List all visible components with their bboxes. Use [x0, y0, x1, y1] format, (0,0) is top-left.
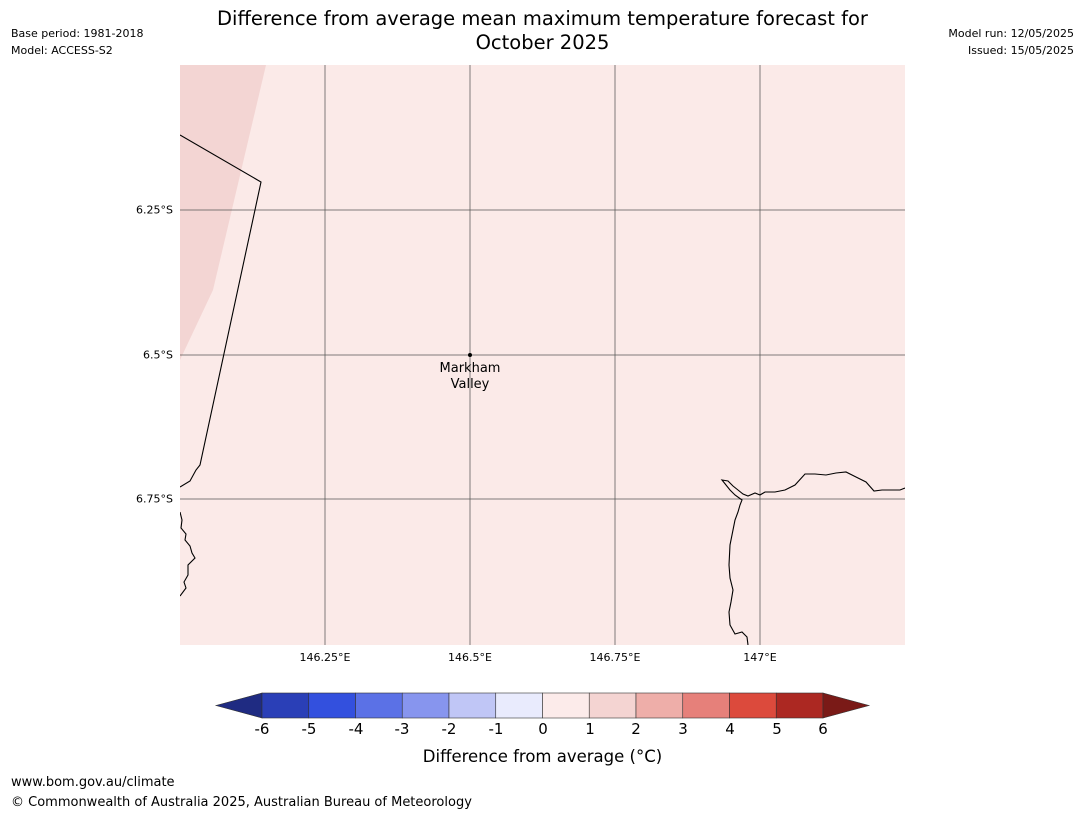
colorbar-label: Difference from average (°C) — [422, 747, 663, 766]
colorbar-tick: 2 — [631, 720, 641, 738]
colorbar-segment — [448, 692, 497, 719]
colorbar-tick: -4 — [348, 720, 364, 738]
colorbar-segment — [682, 692, 730, 719]
colorbar-segment — [401, 692, 450, 719]
colorbar-segment — [775, 692, 824, 719]
place-label-line2: Valley — [451, 377, 490, 392]
lat-tick-6-25: 6.25°S — [136, 203, 173, 217]
colorbar-tick: -1 — [488, 720, 504, 738]
colorbar-tick: 0 — [538, 720, 548, 738]
colorbar-segment — [261, 692, 310, 719]
model-run: Model run: 12/05/2025 — [948, 27, 1074, 40]
colorbar-segment — [635, 692, 684, 719]
lon-tick-146-5: 146.5°E — [448, 651, 492, 664]
colorbar-tick: 4 — [725, 720, 735, 738]
map-title: Difference from average mean maximum tem… — [0, 7, 1085, 55]
colorbar-extend-low — [214, 692, 263, 719]
colorbar-tick: 3 — [678, 720, 688, 738]
boundary-lower-left — [180, 511, 196, 597]
colorbar-segment — [495, 692, 543, 719]
colorbar-segment — [355, 692, 403, 719]
colorbar-segments — [214, 692, 871, 719]
colorbar-segment — [308, 692, 356, 719]
place-label-line1: Markham — [440, 361, 501, 376]
colorbar-tick: -6 — [254, 720, 270, 738]
coastline-river — [720, 471, 905, 645]
lat-tick-6-5: 6.5°S — [143, 348, 173, 362]
colorbar-extend-high — [822, 692, 871, 719]
map-title-line2: October 2025 — [475, 31, 610, 54]
lat-tick-6-75: 6.75°S — [136, 492, 173, 506]
colorbar-segment — [588, 692, 637, 719]
colorbar-segment — [542, 692, 590, 719]
lon-tick-146-25: 146.25°E — [299, 651, 351, 664]
meta-right: Model run: 12/05/2025 Issued: 15/05/2025 — [948, 25, 1074, 59]
colorbar-tick: -5 — [301, 720, 317, 738]
colorbar-tick: 1 — [585, 720, 595, 738]
colorbar-tick: 5 — [772, 720, 782, 738]
provincial-boundary — [180, 134, 262, 488]
lon-tick-147: 147°E — [743, 651, 777, 664]
meta-left: Base period: 1981-2018 Model: ACCESS-S2 — [11, 25, 143, 59]
map-panel: Markham Valley — [180, 65, 905, 645]
footer-copyright: © Commonwealth of Australia 2025, Austra… — [11, 795, 472, 810]
colorbar-segment — [729, 692, 777, 719]
colorbar-tick: 6 — [818, 720, 828, 738]
graticule — [180, 65, 905, 645]
issued-date: Issued: 15/05/2025 — [967, 44, 1074, 57]
markham-valley-marker — [468, 353, 472, 357]
colorbar — [214, 692, 871, 719]
colorbar-tick: -2 — [441, 720, 457, 738]
model-name: Model: ACCESS-S2 — [11, 44, 113, 57]
colorbar-tick: -3 — [394, 720, 410, 738]
upper-left-anomaly-zone — [180, 65, 266, 360]
lon-tick-146-75: 146.75°E — [589, 651, 641, 664]
base-period: Base period: 1981-2018 — [11, 27, 144, 40]
map-title-line1: Difference from average mean maximum tem… — [217, 7, 868, 30]
footer-url: www.bom.gov.au/climate — [11, 775, 175, 790]
